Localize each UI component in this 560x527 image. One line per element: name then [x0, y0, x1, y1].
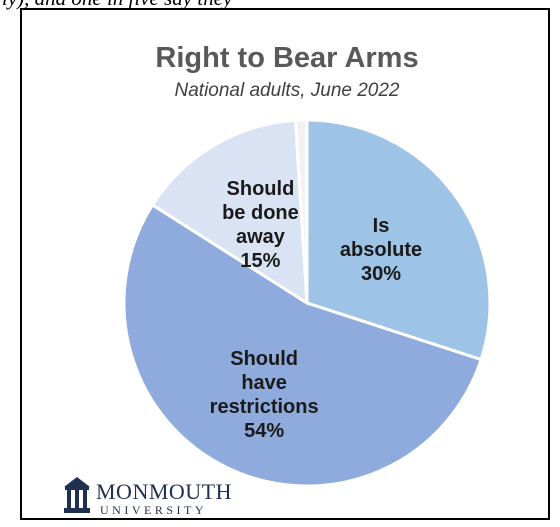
slice-label-line: be done: [222, 202, 299, 224]
slice-label-line: 30%: [361, 263, 401, 285]
cropped-header-text: ly), and one in five say they: [2, 0, 232, 11]
pie-slice-0: [305, 118, 492, 362]
pie-slice-2: [150, 118, 309, 306]
slice-label-line: absolute: [340, 239, 422, 261]
slice-label-line: restrictions: [210, 396, 319, 418]
pie-slice-3: [293, 118, 309, 304]
slice-label-line: Should: [227, 178, 295, 200]
monmouth-logo: MONMOUTH UNIVERSITY: [62, 475, 232, 521]
building-icon: [64, 477, 90, 513]
slice-label-line: have: [241, 372, 287, 394]
slice-label-line: 15%: [240, 250, 280, 272]
logo-name: MONMOUTH: [96, 479, 232, 504]
pie-slice-1: [122, 202, 483, 488]
chart-frame: Right to Bear Arms National adults, June…: [20, 8, 550, 520]
chart-subtitle: National adults, June 2022: [174, 80, 400, 101]
slice-label-1: Should have restrictions 54%: [210, 348, 319, 442]
slice-label-0: Is absolute 30%: [340, 215, 422, 285]
chart-title: Right to Bear Arms: [155, 42, 419, 74]
slice-label-line: away: [236, 226, 286, 248]
logo-subtitle: UNIVERSITY: [100, 503, 207, 517]
slice-label-line: 54%: [244, 420, 284, 442]
slice-label-line: Should: [230, 348, 298, 370]
pie-chart: Is absolute 30%Should have restrictions 54%Sh…: [122, 118, 492, 488]
slice-label-2: Should be done away 15%: [222, 178, 299, 272]
slice-label-line: Is: [373, 215, 390, 237]
